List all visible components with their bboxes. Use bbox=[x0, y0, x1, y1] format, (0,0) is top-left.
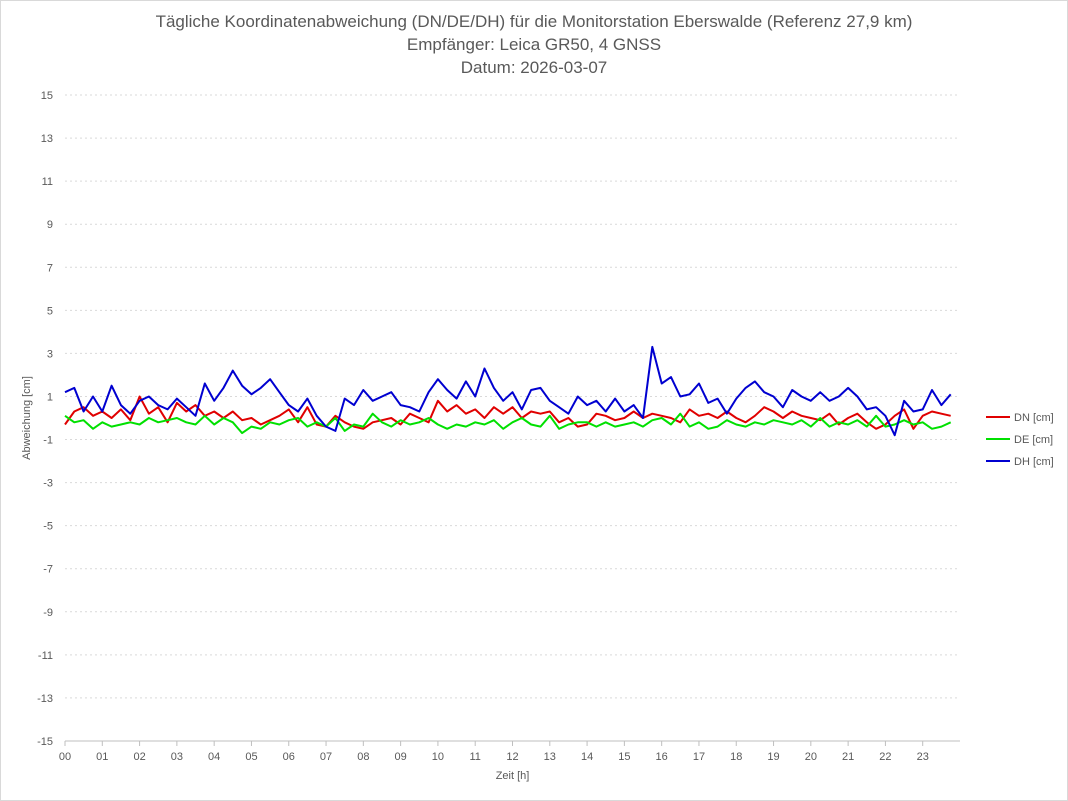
series-line-dh bbox=[64, 345, 952, 437]
y-axis-title: Abweichung [cm] bbox=[21, 376, 33, 460]
legend-item: DE [cm] bbox=[986, 434, 1053, 446]
y-tick-label: 3 bbox=[47, 348, 53, 360]
x-tick-label: 14 bbox=[581, 751, 593, 763]
y-tick-label: 7 bbox=[47, 262, 53, 274]
x-tick-label: 02 bbox=[133, 751, 145, 763]
x-tick-label: 17 bbox=[693, 751, 705, 763]
x-axis-title: Zeit [h] bbox=[496, 770, 530, 782]
x-tick-label: 06 bbox=[283, 751, 295, 763]
chart-title-line-2: Empfänger: Leica GR50, 4 GNSS bbox=[406, 35, 662, 54]
y-tick-label: 13 bbox=[41, 133, 53, 145]
x-tick-label: 13 bbox=[544, 751, 556, 763]
y-tick-label: -11 bbox=[38, 650, 53, 662]
y-tick-label: 15 bbox=[41, 90, 53, 102]
x-tick-label: 01 bbox=[96, 751, 108, 763]
y-tick-label: 5 bbox=[47, 305, 53, 317]
x-tick-label: 05 bbox=[245, 751, 257, 763]
series-layer bbox=[64, 345, 952, 437]
legend-item: DH [cm] bbox=[986, 456, 1054, 468]
y-tick-label: 9 bbox=[47, 219, 53, 231]
x-tick-label: 18 bbox=[730, 751, 742, 763]
x-tick-label: 00 bbox=[59, 751, 71, 763]
legend-item: DN [cm] bbox=[986, 412, 1054, 424]
y-tick-label: -9 bbox=[43, 607, 53, 619]
axis-layer: 15 13 11 9 7 5 3 1 -1 -3 -5 -7 -9 -11 -13 -15 00 01 02 03 04… bbox=[37, 90, 960, 763]
chart-title-line-3: Datum: 2026-03-07 bbox=[460, 58, 608, 77]
y-tick-label: -1 bbox=[43, 435, 53, 447]
y-tick-label: 1 bbox=[47, 391, 53, 403]
x-tick-label: 11 bbox=[469, 751, 480, 763]
legend: DN [cm] DE [cm] DH [cm] bbox=[986, 412, 1054, 468]
legend-label: DE [cm] bbox=[1014, 434, 1053, 446]
x-tick-label: 07 bbox=[320, 751, 332, 763]
x-tick-label: 16 bbox=[656, 751, 668, 763]
x-tick-label: 15 bbox=[618, 751, 630, 763]
x-tick-label: 03 bbox=[171, 751, 183, 763]
grid-layer bbox=[65, 94, 960, 742]
x-tick-label: 09 bbox=[395, 751, 407, 763]
x-tick-label: 04 bbox=[208, 751, 220, 763]
y-tick-label: 11 bbox=[42, 176, 53, 188]
x-tick-label: 22 bbox=[879, 751, 891, 763]
x-tick-label: 10 bbox=[432, 751, 444, 763]
y-tick-label: -3 bbox=[43, 478, 53, 490]
y-tick-label: -5 bbox=[43, 521, 53, 533]
y-tick-label: -15 bbox=[37, 736, 53, 748]
series-line-dn bbox=[64, 395, 951, 430]
x-tick-label: 12 bbox=[506, 751, 518, 763]
legend-label: DH [cm] bbox=[1014, 456, 1054, 468]
x-tick-label: 21 bbox=[842, 751, 854, 763]
y-tick-label: -13 bbox=[37, 693, 53, 705]
y-tick-label: -7 bbox=[43, 564, 53, 576]
x-tick-label: 20 bbox=[805, 751, 817, 763]
x-tick-label: 19 bbox=[767, 751, 779, 763]
x-tick-label: 08 bbox=[357, 751, 369, 763]
legend-label: DN [cm] bbox=[1014, 412, 1054, 424]
series-line-de bbox=[64, 412, 952, 435]
x-tick-label: 23 bbox=[917, 751, 929, 763]
chart-title-line-1: Tägliche Koordinatenabweichung (DN/DE/DH… bbox=[155, 12, 913, 31]
